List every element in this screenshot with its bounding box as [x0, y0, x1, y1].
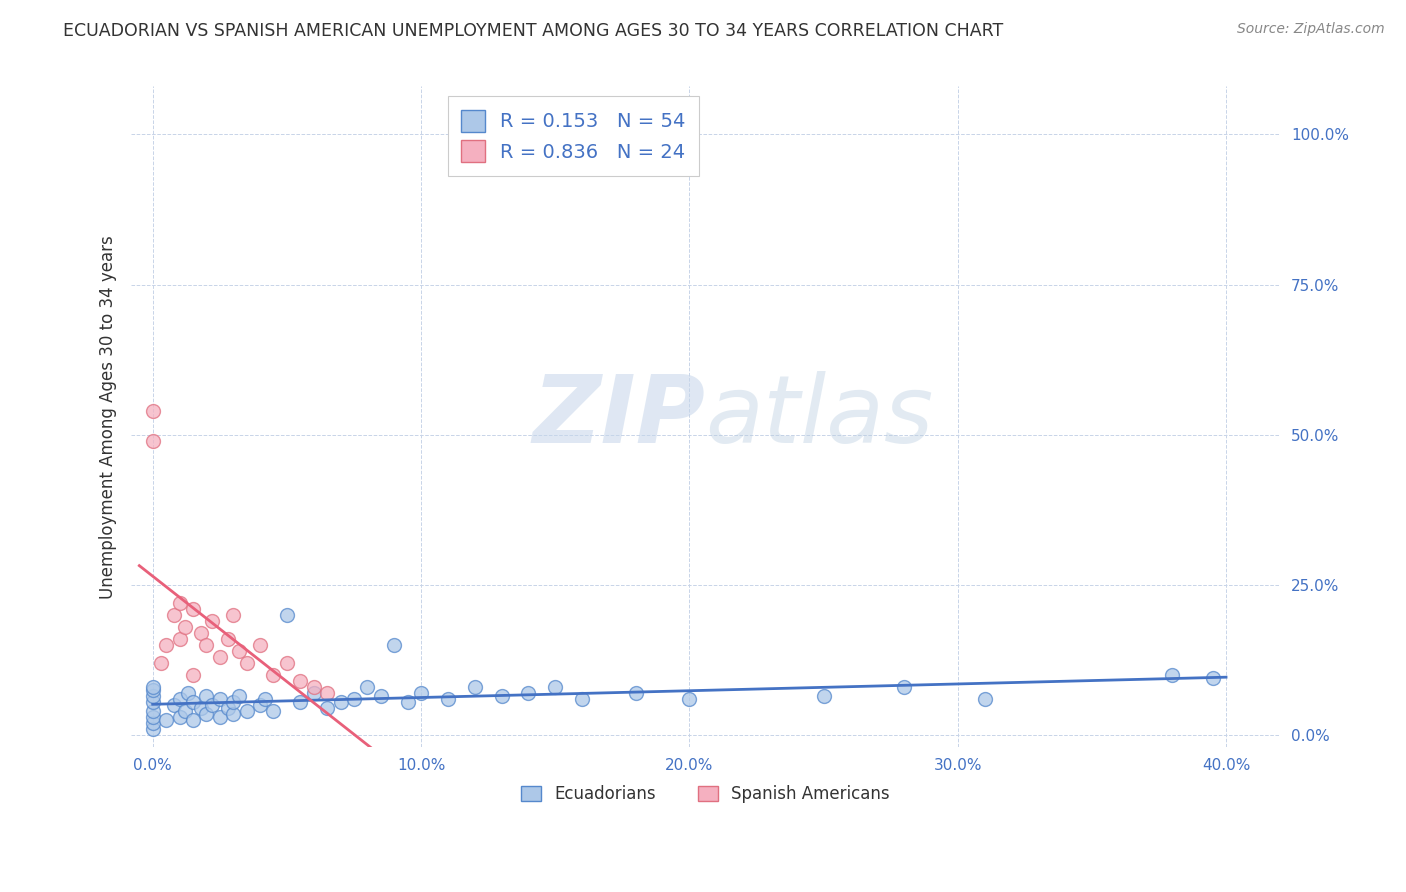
Point — [142, 716, 165, 731]
Point — [163, 608, 186, 623]
Point — [290, 674, 312, 689]
Point — [201, 614, 224, 628]
Point — [290, 695, 312, 709]
Point — [262, 704, 284, 718]
Point — [169, 710, 191, 724]
Point — [181, 668, 204, 682]
Point — [190, 626, 212, 640]
Point — [329, 695, 352, 709]
Point — [396, 695, 419, 709]
Point — [464, 680, 486, 694]
Point — [142, 404, 165, 418]
Point — [678, 692, 700, 706]
Point — [190, 701, 212, 715]
Point — [370, 690, 392, 704]
Point — [181, 714, 204, 728]
Point — [142, 690, 165, 704]
Point — [181, 602, 204, 616]
Point — [208, 692, 231, 706]
Point — [181, 695, 204, 709]
Point — [382, 638, 405, 652]
Point — [316, 686, 339, 700]
Point — [222, 707, 245, 722]
Point — [302, 680, 325, 694]
Point — [208, 650, 231, 665]
Point — [517, 686, 540, 700]
Point — [169, 596, 191, 610]
Point — [316, 701, 339, 715]
Point — [174, 704, 197, 718]
Point — [169, 632, 191, 647]
Point — [235, 657, 257, 671]
Point — [813, 690, 835, 704]
Point — [249, 638, 271, 652]
Point — [208, 710, 231, 724]
Point — [624, 686, 647, 700]
Point — [142, 680, 165, 694]
Point — [1201, 671, 1223, 685]
Point — [217, 632, 239, 647]
Point — [195, 707, 218, 722]
Point — [174, 620, 197, 634]
Point — [893, 680, 915, 694]
Point — [222, 695, 245, 709]
Point — [217, 701, 239, 715]
Point — [437, 692, 460, 706]
Point — [571, 692, 593, 706]
Point — [142, 710, 165, 724]
Point — [1161, 668, 1184, 682]
Point — [491, 690, 513, 704]
Point — [142, 434, 165, 448]
Point — [142, 723, 165, 737]
Point — [409, 686, 432, 700]
Legend: Ecuadorians, Spanish Americans: Ecuadorians, Spanish Americans — [513, 777, 898, 812]
Point — [973, 692, 995, 706]
Point — [228, 690, 250, 704]
Point — [544, 680, 567, 694]
Point — [201, 698, 224, 713]
Point — [343, 692, 366, 706]
Text: ECUADORIAN VS SPANISH AMERICAN UNEMPLOYMENT AMONG AGES 30 TO 34 YEARS CORRELATIO: ECUADORIAN VS SPANISH AMERICAN UNEMPLOYM… — [63, 22, 1004, 40]
Point — [169, 692, 191, 706]
Text: Source: ZipAtlas.com: Source: ZipAtlas.com — [1237, 22, 1385, 37]
Point — [163, 698, 186, 713]
Point — [176, 686, 198, 700]
Point — [262, 668, 284, 682]
Point — [254, 692, 277, 706]
Point — [149, 657, 172, 671]
Point — [195, 690, 218, 704]
Point — [222, 608, 245, 623]
Point — [195, 638, 218, 652]
Point — [235, 704, 257, 718]
Point — [155, 638, 177, 652]
Point — [249, 698, 271, 713]
Point — [155, 714, 177, 728]
Point — [356, 680, 378, 694]
Y-axis label: Unemployment Among Ages 30 to 34 years: Unemployment Among Ages 30 to 34 years — [100, 235, 117, 599]
Point — [142, 683, 165, 698]
Point — [276, 657, 298, 671]
Point — [142, 695, 165, 709]
Text: atlas: atlas — [706, 371, 934, 462]
Text: ZIP: ZIP — [533, 371, 706, 463]
Point — [302, 686, 325, 700]
Point — [142, 704, 165, 718]
Point — [276, 608, 298, 623]
Point — [228, 644, 250, 658]
